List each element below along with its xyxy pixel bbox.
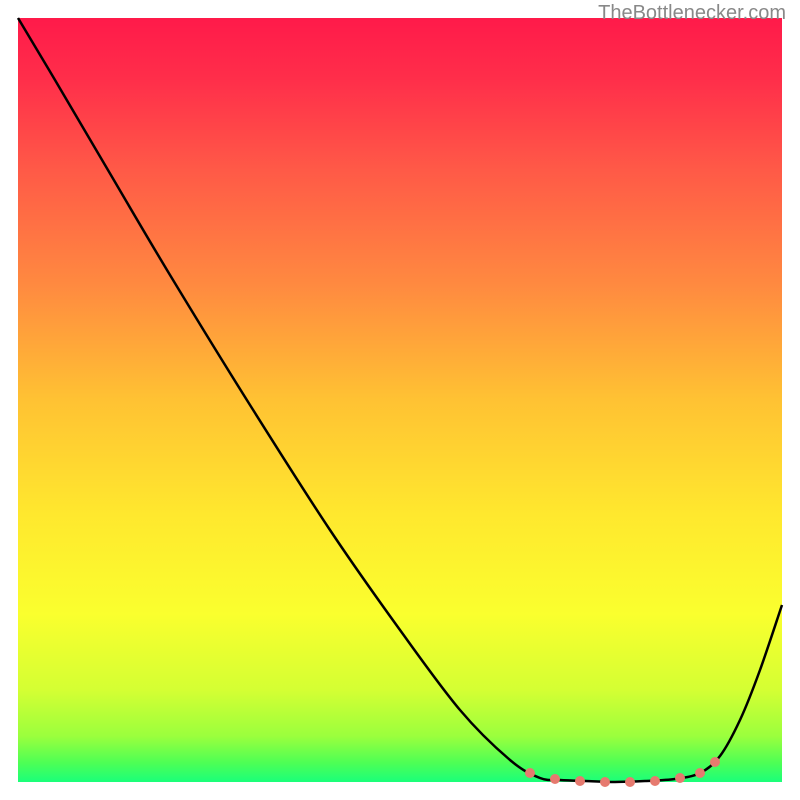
optimal-marker: [625, 777, 635, 787]
optimal-marker: [695, 768, 705, 778]
curve-overlay: [0, 0, 800, 800]
optimal-marker: [675, 773, 685, 783]
optimal-marker: [575, 776, 585, 786]
optimal-marker: [710, 757, 720, 767]
chart-container: TheBottlenecker.com: [0, 0, 800, 800]
optimal-marker: [650, 776, 660, 786]
optimal-marker: [600, 777, 610, 787]
watermark-text: TheBottlenecker.com: [598, 2, 786, 25]
optimal-marker: [525, 768, 535, 778]
bottleneck-curve: [18, 18, 782, 782]
optimal-marker: [550, 774, 560, 784]
